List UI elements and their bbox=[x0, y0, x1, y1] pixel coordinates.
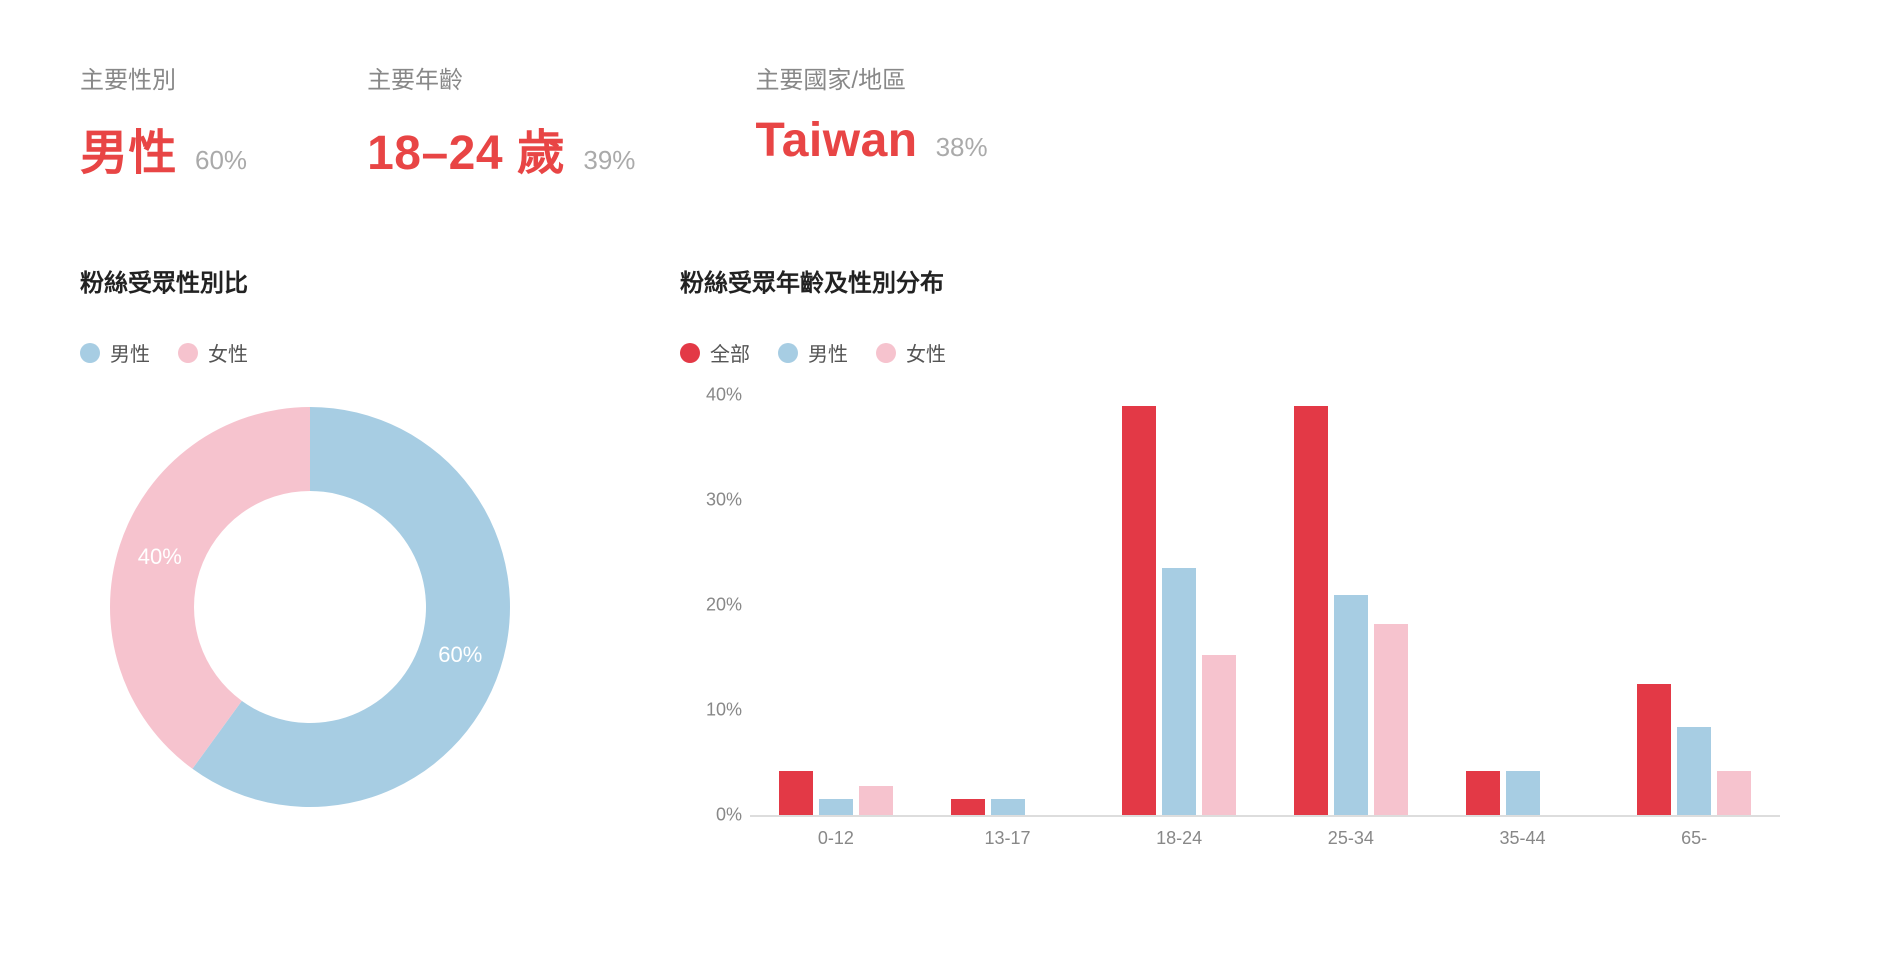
barchart-legend: 全部 男性 女性 bbox=[680, 338, 1800, 367]
legend-swatch-female bbox=[178, 343, 198, 363]
barchart-xlabel: 18-24 bbox=[1156, 828, 1202, 849]
donut-slice-label-female: 40% bbox=[138, 544, 182, 570]
barchart-group bbox=[1122, 406, 1236, 816]
bar-male bbox=[819, 799, 853, 815]
bar-all bbox=[1294, 406, 1328, 816]
bar-female bbox=[859, 786, 893, 815]
legend-swatch-female bbox=[876, 343, 896, 363]
barchart-ytick: 40% bbox=[688, 385, 742, 406]
legend-swatch-male bbox=[778, 343, 798, 363]
legend-label-male: 男性 bbox=[808, 338, 848, 367]
summary-region-pct: 38% bbox=[936, 132, 988, 163]
summary-age-pct: 39% bbox=[583, 145, 635, 176]
summary-gender-pct: 60% bbox=[195, 145, 247, 176]
barchart-ytick: 10% bbox=[688, 700, 742, 721]
bar-all bbox=[951, 799, 985, 815]
legend-label-male: 男性 bbox=[110, 338, 150, 367]
bar-female bbox=[1202, 655, 1236, 815]
barchart-xlabel: 65- bbox=[1681, 828, 1707, 849]
barchart-xlabel: 0-12 bbox=[818, 828, 854, 849]
barchart-title: 粉絲受眾年齡及性別分布 bbox=[680, 263, 1800, 298]
legend-label-all: 全部 bbox=[710, 338, 750, 367]
summary-age-value: 18–24 歲 bbox=[367, 113, 565, 183]
bar-all bbox=[1122, 406, 1156, 816]
bar-female bbox=[1374, 624, 1408, 815]
donut-panel: 粉絲受眾性別比 男性 女性 60% 40% bbox=[80, 263, 640, 857]
barchart-group bbox=[1637, 684, 1751, 815]
summary-gender: 主要性別 男性 60% bbox=[80, 60, 247, 183]
legend-label-female: 女性 bbox=[208, 338, 248, 367]
bar-male bbox=[991, 799, 1025, 815]
legend-swatch-all bbox=[680, 343, 700, 363]
summary-region-value: Taiwan bbox=[755, 113, 917, 168]
legend-item-male[interactable]: 男性 bbox=[778, 338, 848, 367]
bar-all bbox=[1466, 771, 1500, 815]
legend-item-male[interactable]: 男性 bbox=[80, 338, 150, 367]
bar-male bbox=[1506, 771, 1540, 815]
summary-age-label: 主要年齡 bbox=[367, 60, 635, 95]
barchart: 0%10%20%30%40%0-1213-1718-2425-3435-4465… bbox=[750, 397, 1780, 857]
barchart-panel: 粉絲受眾年齡及性別分布 全部 男性 女性 0% 10% 20% 30% 40% 0-12 13-… bbox=[680, 263, 1800, 857]
barchart-group bbox=[951, 799, 1065, 815]
barchart-xlabel: 35-44 bbox=[1499, 828, 1545, 849]
barchart-group bbox=[1466, 771, 1580, 815]
donut-title: 粉絲受眾性別比 bbox=[80, 263, 640, 298]
barchart-xlabel: 25-34 bbox=[1328, 828, 1374, 849]
summary-region-label: 主要國家/地區 bbox=[755, 60, 987, 95]
barchart-ytick: 0% bbox=[688, 805, 742, 826]
bar-male bbox=[1334, 595, 1368, 816]
donut-legend: 男性 女性 bbox=[80, 338, 640, 367]
bar-all bbox=[779, 771, 813, 815]
summary-age: 主要年齡 18–24 歲 39% bbox=[367, 60, 635, 183]
donut-slice-label-male: 60% bbox=[438, 642, 482, 668]
donut-chart: 60% 40% bbox=[100, 397, 520, 817]
legend-item-female[interactable]: 女性 bbox=[876, 338, 946, 367]
barchart-ytick: 30% bbox=[688, 490, 742, 511]
bar-male bbox=[1162, 568, 1196, 815]
bar-all bbox=[1637, 684, 1671, 815]
summary-region: 主要國家/地區 Taiwan 38% bbox=[755, 60, 987, 183]
bar-male bbox=[1677, 727, 1711, 815]
donut-slice-female bbox=[110, 407, 310, 769]
barchart-ytick: 20% bbox=[688, 595, 742, 616]
legend-item-all[interactable]: 全部 bbox=[680, 338, 750, 367]
barchart-xlabel: 13-17 bbox=[984, 828, 1030, 849]
summary-gender-value: 男性 bbox=[80, 113, 177, 183]
summary-row: 主要性別 男性 60% 主要年齡 18–24 歲 39% 主要國家/地區 Tai… bbox=[80, 60, 1800, 183]
bar-female bbox=[1717, 771, 1751, 815]
barchart-group bbox=[779, 771, 893, 815]
legend-swatch-male bbox=[80, 343, 100, 363]
barchart-group bbox=[1294, 406, 1408, 816]
legend-item-female[interactable]: 女性 bbox=[178, 338, 248, 367]
summary-gender-label: 主要性別 bbox=[80, 60, 247, 95]
legend-label-female: 女性 bbox=[906, 338, 946, 367]
